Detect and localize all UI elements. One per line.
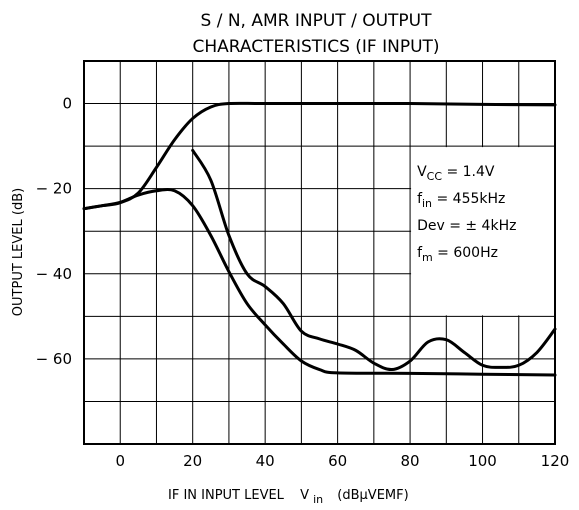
x-axis-label-main: IF IN INPUT LEVEL	[168, 488, 285, 503]
y-axis-label: OUTPUT LEVEL (dB)	[11, 188, 26, 316]
x-tick-label: 40	[256, 452, 275, 470]
condition-subscript: m	[422, 251, 433, 264]
condition-subscript: CC	[427, 170, 443, 183]
condition-key: Dev	[417, 218, 445, 234]
y-tick-label: − 20	[36, 180, 72, 198]
x-axis-label-unit: (dBμVEMF)	[337, 488, 408, 503]
x-axis-label-var-sub: in	[313, 493, 323, 506]
condition-subscript: in	[422, 197, 432, 210]
condition-value: = 600Hz	[433, 245, 498, 261]
conditions-background	[411, 147, 554, 316]
x-tick-label: 120	[541, 452, 570, 470]
x-tick-label: 20	[183, 452, 202, 470]
y-tick-label: − 60	[36, 350, 72, 368]
series-line-2	[82, 188, 557, 377]
x-tick-label: 60	[328, 452, 347, 470]
x-axis-label: IF IN INPUT LEVEL V in (dBμVEMF)	[168, 488, 409, 507]
y-tick-labels: 0 − 20 − 40 − 60	[36, 95, 72, 368]
y-tick-label: − 40	[36, 265, 72, 283]
condition-value: = 455kHz	[432, 191, 505, 207]
condition-line: fin = 455kHz	[417, 191, 505, 210]
series-line-3	[191, 148, 557, 372]
condition-key: f	[417, 245, 423, 261]
chart-title: S / N, AMR INPUT / OUTPUT	[201, 11, 433, 31]
condition-line: fm = 600Hz	[417, 245, 498, 264]
plot-frame	[83, 60, 556, 445]
x-tick-label: 0	[115, 452, 125, 470]
condition-key: V	[417, 164, 427, 180]
y-tick-label: 0	[62, 95, 72, 113]
x-tick-label: 80	[401, 452, 420, 470]
condition-value: = ± 4kHz	[445, 218, 517, 234]
chart-subtitle: CHARACTERISTICS (IF INPUT)	[192, 37, 439, 57]
condition-line: Dev = ± 4kHz	[417, 218, 516, 234]
x-axis-label-var: V	[300, 488, 309, 503]
series-group	[82, 101, 557, 377]
condition-value: = 1.4V	[442, 164, 495, 180]
plot-border	[83, 60, 556, 445]
condition-line: VCC = 1.4V	[417, 164, 495, 183]
condition-key: f	[417, 191, 423, 207]
x-tick-labels: 0 20 40 60 80 100 120	[115, 452, 569, 470]
x-tick-label: 100	[468, 452, 497, 470]
